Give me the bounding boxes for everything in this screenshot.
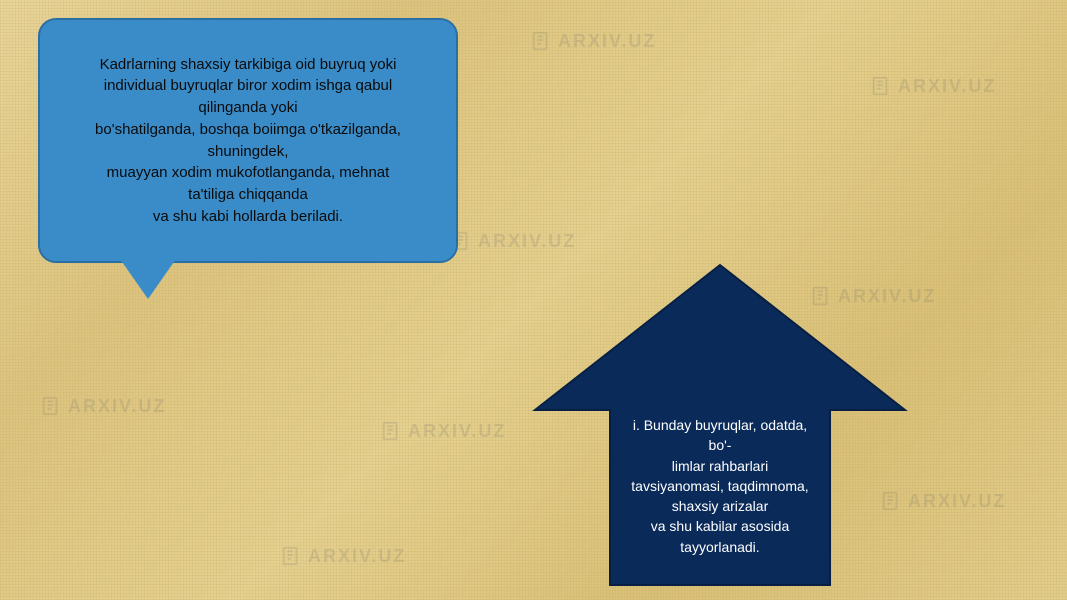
watermark: ARXIV.UZ [870,75,996,97]
up-arrow-callout: i. Bunday buyruqlar, odatda, bo'- limlar… [530,260,910,590]
watermark-text: ARXIV.UZ [308,546,406,567]
speech-bubble-callout: Kadrlarning shaxsiy tarkibiga oid buyruq… [38,18,458,263]
speech-bubble-text: Kadrlarning shaxsiy tarkibiga oid buyruq… [95,54,401,228]
watermark-text: ARXIV.UZ [408,421,506,442]
watermark-text: ARXIV.UZ [898,76,996,97]
up-arrow-text: i. Bunday buyruqlar, odatda, bo'- limlar… [530,415,910,557]
document-stack-icon [40,395,62,417]
watermark-text: ARXIV.UZ [558,31,656,52]
document-stack-icon [870,75,892,97]
watermark-text: ARXIV.UZ [908,491,1006,512]
document-stack-icon [380,420,402,442]
document-stack-icon [530,30,552,52]
document-stack-icon [280,545,302,567]
watermark-text: ARXIV.UZ [478,231,576,252]
watermark: ARXIV.UZ [450,230,576,252]
watermark: ARXIV.UZ [40,395,166,417]
watermark-text: ARXIV.UZ [68,396,166,417]
watermark: ARXIV.UZ [280,545,406,567]
watermark: ARXIV.UZ [530,30,656,52]
watermark: ARXIV.UZ [380,420,506,442]
